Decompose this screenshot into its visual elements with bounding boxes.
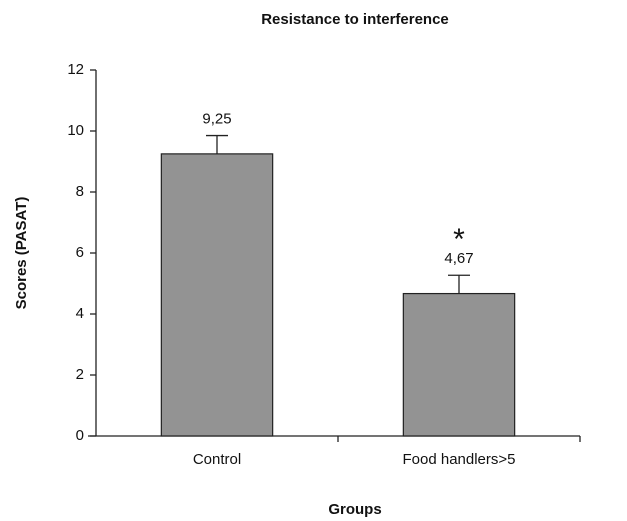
y-axis-label: Scores (PASAT) — [13, 197, 30, 310]
bar — [402, 292, 516, 437]
value-label: 9,25 — [202, 111, 231, 128]
y-tick-label: 10 — [67, 122, 84, 139]
x-tick-label: Food handlers>5 — [403, 451, 516, 468]
x-tick-label: Control — [193, 451, 241, 468]
value-label: 4,67 — [444, 250, 473, 267]
bar — [160, 153, 274, 437]
y-tick-label: 0 — [76, 427, 84, 444]
y-tick-label: 4 — [76, 305, 84, 322]
chart-title: Resistance to interference — [261, 11, 449, 28]
y-tick-label: 6 — [76, 244, 84, 261]
y-tick-label: 2 — [76, 366, 84, 383]
y-tick-label: 8 — [76, 183, 84, 200]
error-bar — [206, 134, 228, 154]
y-tick-label: 12 — [67, 61, 84, 78]
x-axis-label: Groups — [328, 501, 381, 518]
error-bar — [448, 274, 470, 294]
annotation: * — [453, 223, 465, 256]
